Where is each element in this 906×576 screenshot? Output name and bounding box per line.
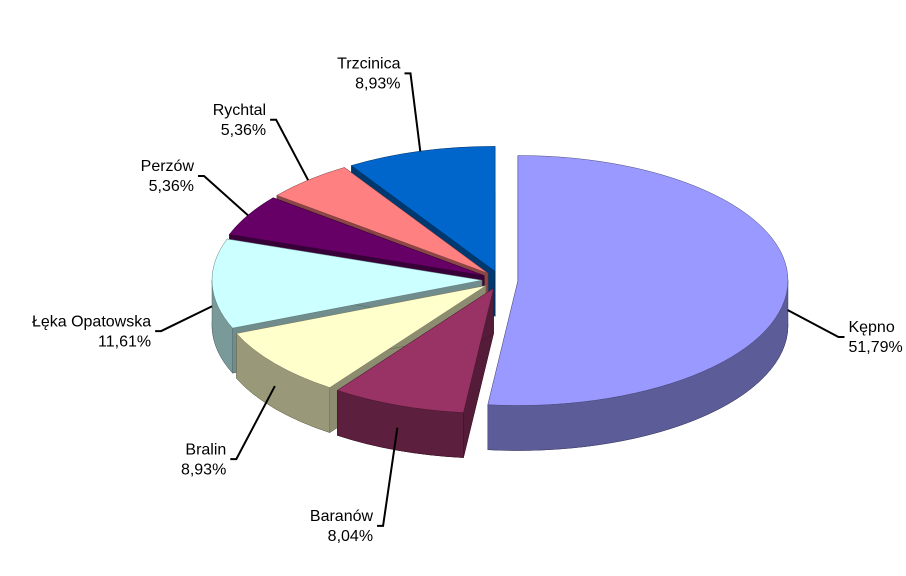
slice-top — [350, 146, 496, 272]
slice-top — [276, 167, 489, 274]
slice-top — [487, 155, 789, 406]
leader-line — [270, 118, 309, 181]
leader-line — [230, 385, 276, 461]
slice-value-label: 5,36% — [221, 122, 266, 139]
leader-line — [787, 309, 845, 339]
slice-top — [236, 285, 487, 388]
slice-value-label: 11,61% — [98, 333, 151, 350]
slice-top — [211, 238, 483, 329]
leader-line — [404, 72, 422, 152]
slice-label: Trzcinica — [337, 56, 401, 73]
slice-label: Rychtal — [213, 102, 266, 119]
slice-value-label: 51,79% — [848, 339, 902, 356]
leader-line — [155, 305, 213, 333]
slice-label: Łęka Opatowska — [32, 313, 151, 330]
slice-value-label: 8,04% — [328, 528, 373, 545]
slice — [336, 287, 494, 458]
slice-top — [228, 197, 485, 276]
slice-value-label: 8,93% — [181, 461, 226, 478]
slice-label: Kępno — [848, 319, 894, 336]
slice-label: Perzów — [141, 158, 195, 175]
slice-label: Baranów — [310, 508, 374, 525]
slice-label: Bralin — [185, 441, 226, 458]
slice-value-label: 8,93% — [355, 76, 400, 93]
slice-value-label: 5,36% — [149, 178, 194, 195]
slice-top — [336, 287, 494, 413]
slice — [487, 155, 789, 451]
leader-line — [377, 427, 399, 527]
leader-line — [198, 175, 249, 216]
